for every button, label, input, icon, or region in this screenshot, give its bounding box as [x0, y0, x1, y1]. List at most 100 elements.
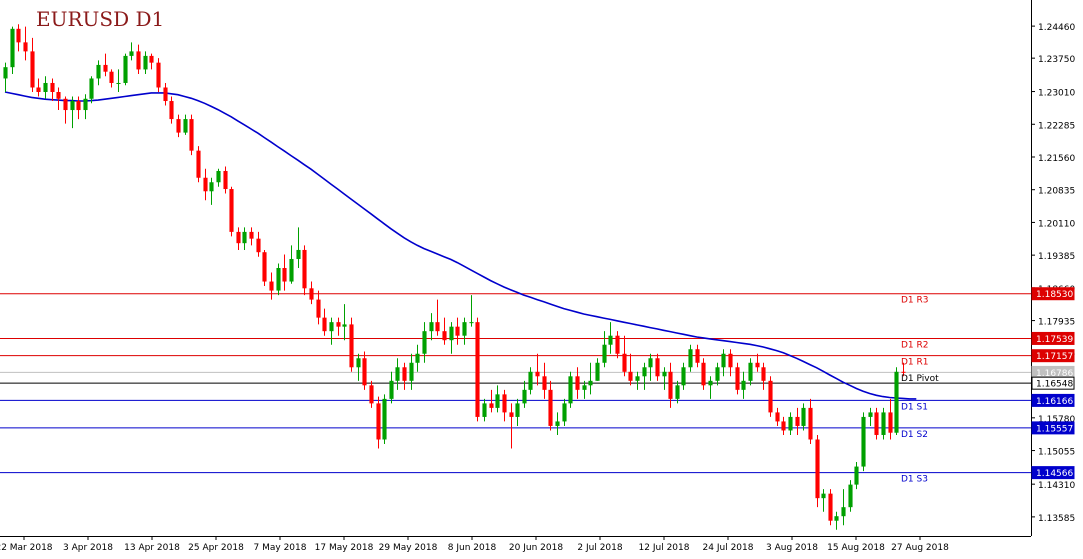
level-badge-3-box [1031, 376, 1075, 390]
candle [96, 60, 101, 86]
candle [688, 344, 693, 372]
candles-layer [3, 24, 906, 530]
candle-body [96, 64, 101, 79]
candle-body [615, 335, 620, 354]
candle-body [509, 412, 514, 417]
candle-body [888, 412, 893, 433]
candle-body [828, 493, 833, 521]
candle [848, 480, 853, 512]
candle-body [874, 412, 879, 435]
candle [455, 317, 460, 345]
candle [276, 263, 281, 296]
candle [156, 58, 161, 92]
candle [595, 358, 600, 381]
candle [169, 96, 174, 124]
y-tick-label: 1.15055 [1038, 448, 1075, 458]
candle [568, 371, 573, 408]
candle-body [502, 394, 507, 413]
level-labels-layer: D1 R3 D1 R2 D1 R1 D1 Pivot D1 S1 D1 S2 D1 S3 [901, 296, 939, 485]
candle [588, 362, 593, 395]
candle [868, 407, 873, 426]
candle [3, 62, 8, 92]
candle [475, 317, 480, 422]
candle [668, 362, 673, 408]
candle [389, 371, 394, 404]
candle-body [216, 170, 221, 183]
candle-body [223, 170, 228, 190]
candle [302, 245, 307, 296]
candle [681, 362, 686, 390]
level-badge-6: 1.14566 [1031, 466, 1075, 480]
y-tick-label: 1.20835 [1038, 187, 1075, 197]
candle-body [821, 493, 826, 499]
level-label-6: D1 S3 [901, 475, 928, 485]
candle-body [356, 358, 361, 368]
x-tick-label: 20 Jun 2018 [509, 543, 563, 553]
level-label-2: D1 R1 [901, 358, 929, 368]
candle [36, 78, 41, 97]
candle-body [815, 439, 820, 499]
level-badge-5-text: 1.15557 [1036, 424, 1073, 434]
candle [30, 37, 35, 92]
candle [695, 344, 700, 368]
candle [203, 168, 208, 201]
candle [223, 166, 228, 194]
candle-body [562, 403, 567, 422]
candle [801, 403, 806, 431]
candle [262, 249, 267, 287]
candle-body [402, 367, 407, 381]
candle-body [495, 394, 500, 408]
y-tick-label: 1.19385 [1038, 252, 1075, 262]
candle [282, 254, 287, 291]
candle-body [635, 376, 640, 381]
candle-body [329, 322, 334, 332]
candle [708, 376, 713, 399]
y-tick-label: 1.15780 [1038, 415, 1075, 425]
candle-body [442, 331, 447, 341]
x-tick-label: 7 May 2018 [254, 543, 307, 553]
candle [242, 227, 247, 250]
candle-body [289, 258, 294, 282]
candle [43, 76, 48, 99]
candle-body [761, 367, 766, 381]
candle [628, 353, 633, 386]
candle-body [781, 421, 786, 431]
candle-body [16, 28, 21, 43]
y-tick-label: 1.22285 [1038, 121, 1075, 131]
candle [329, 317, 334, 345]
x-tick-label: 17 May 2018 [315, 543, 374, 553]
candle-body [841, 507, 846, 517]
candle [16, 24, 21, 52]
candle-body [548, 389, 553, 426]
candle-body [775, 412, 780, 422]
candle [362, 351, 367, 390]
candle-body [236, 231, 241, 244]
candle [395, 358, 400, 390]
candle [229, 186, 234, 237]
y-tick-label: 1.23750 [1038, 55, 1075, 65]
candle-body [143, 55, 148, 70]
candle [548, 380, 553, 431]
candle-body [728, 353, 733, 368]
candle [768, 376, 773, 417]
candle [901, 362, 906, 377]
candle [841, 489, 846, 526]
x-tick-label: 22 Mar 2018 [0, 543, 53, 553]
current-price-badge: 1.16786 [1031, 365, 1075, 379]
candle [23, 26, 28, 61]
candle [176, 114, 181, 138]
candle [741, 371, 746, 399]
y-tick-label: 1.17935 [1038, 318, 1075, 328]
candle-body [688, 349, 693, 368]
candle [163, 82, 168, 106]
candle-body [868, 412, 873, 417]
candle-body [708, 380, 713, 386]
candle-body [183, 119, 188, 133]
candle-body [336, 322, 341, 327]
candle [50, 78, 55, 102]
candle [808, 398, 813, 444]
candle-body [169, 101, 174, 120]
x-tick-label: 3 Apr 2018 [63, 543, 113, 553]
